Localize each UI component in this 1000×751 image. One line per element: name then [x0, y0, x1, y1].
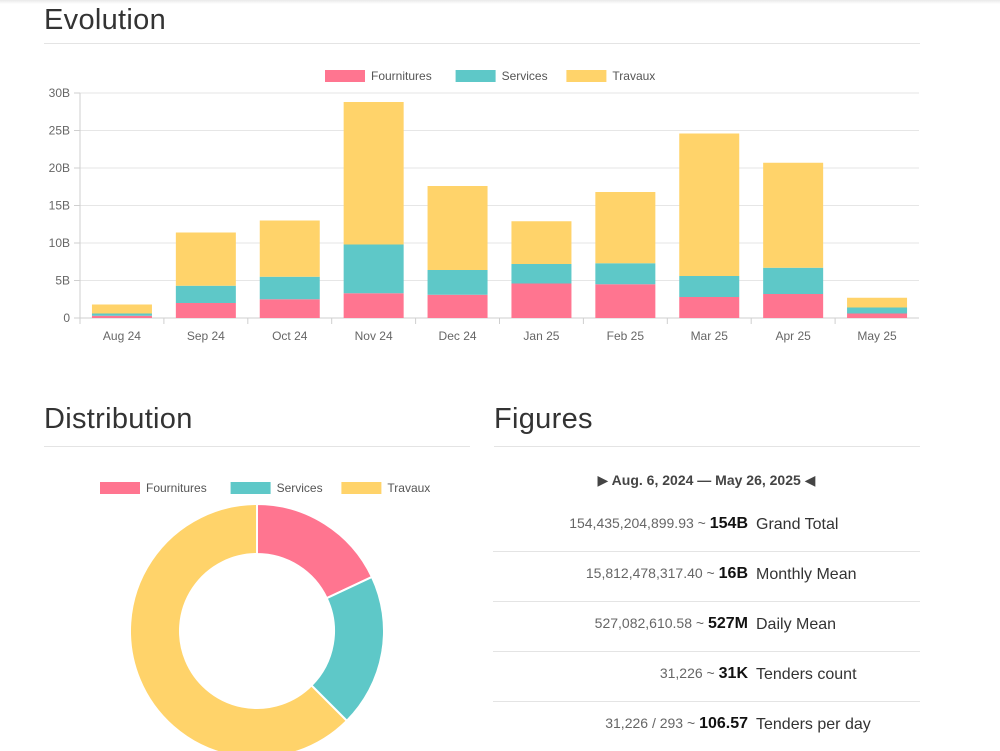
x-tick-label: Dec 24 — [439, 329, 477, 343]
x-tick-label: May 25 — [857, 329, 897, 343]
legend-swatch-travaux — [341, 482, 382, 494]
legend-label-travaux: Travaux — [387, 481, 430, 495]
bar-travaux-aug-24 — [91, 304, 152, 314]
x-tick-label: Apr 25 — [775, 329, 811, 343]
figure-approx-sign: ~ — [702, 565, 719, 581]
figures-title: Figures — [494, 403, 593, 435]
x-tick-label: Nov 24 — [355, 329, 393, 343]
legend-label-services: Services — [502, 69, 548, 83]
bar-fournitures-jan-25 — [511, 283, 572, 318]
evolution-rule — [44, 43, 920, 44]
bar-fournitures-mar-25 — [679, 297, 740, 318]
figure-label: Tenders per day — [756, 716, 871, 733]
figure-label: Tenders count — [756, 666, 857, 683]
bar-travaux-sep-24 — [175, 232, 236, 286]
bar-services-jan-25 — [511, 264, 572, 284]
y-tick-label: 20B — [49, 161, 70, 175]
bar-services-mar-25 — [679, 276, 740, 297]
distribution-title: Distribution — [44, 403, 193, 435]
figure-short-value: 106.57 — [699, 715, 748, 732]
x-tick-label: Sep 24 — [187, 329, 225, 343]
figure-short-value: 154B — [709, 515, 748, 532]
figure-row-daily-mean: 527,082,610.58 ~ 527M Daily Mean — [493, 601, 920, 652]
figure-raw-value: 154,435,204,899.93 — [569, 515, 694, 531]
figure-raw-value: 527,082,610.58 — [594, 615, 692, 631]
y-tick-label: 15B — [49, 199, 70, 213]
y-tick-label: 25B — [49, 124, 70, 138]
bar-travaux-mar-25 — [679, 133, 740, 276]
figure-row-tenders-count: 31,226 ~ 31K Tenders count — [493, 651, 920, 702]
legend-swatch-fournitures — [100, 482, 140, 494]
y-tick-label: 5B — [55, 274, 70, 288]
x-tick-label: Oct 24 — [272, 329, 308, 343]
figures-rule — [494, 446, 920, 447]
bar-fournitures-sep-24 — [175, 303, 236, 318]
figure-row-tenders-per-day: 31,226 / 293 ~ 106.57 Tenders per day — [493, 701, 920, 751]
bar-fournitures-dec-24 — [427, 294, 488, 318]
figures-date-range: ▶ Aug. 6, 2024 — May 26, 2025 ◀ — [597, 472, 816, 488]
bar-fournitures-oct-24 — [259, 299, 320, 318]
bar-fournitures-may-25 — [847, 313, 908, 318]
top-shadow — [0, 0, 1000, 4]
bar-travaux-oct-24 — [259, 220, 320, 277]
bar-services-sep-24 — [175, 285, 236, 303]
figure-label: Grand Total — [756, 516, 839, 533]
figure-approx-sign: ~ — [693, 515, 710, 531]
bar-services-apr-25 — [763, 267, 824, 294]
evolution-bar-chart: Fournitures Services Travaux 0 5B 10B 15B 20B 25… — [49, 69, 919, 343]
legend-label-travaux: Travaux — [612, 69, 655, 83]
figure-short-value: 527M — [707, 615, 748, 632]
legend-label-fournitures: Fournitures — [371, 69, 432, 83]
bar-travaux-nov-24 — [343, 102, 404, 245]
evolution-title: Evolution — [44, 4, 166, 36]
figure-row-grand-total: 154,435,204,899.93 ~ 154B Grand Total — [493, 501, 920, 552]
bar-travaux-feb-25 — [595, 192, 656, 264]
y-tick-label: 10B — [49, 236, 70, 250]
figure-approx-sign: ~ — [683, 715, 700, 731]
bar-services-feb-25 — [595, 263, 656, 285]
legend-swatch-services — [230, 482, 271, 494]
figure-raw-value: 15,812,478,317.40 — [585, 565, 703, 581]
legend-swatch-fournitures — [325, 70, 365, 82]
figure-row-monthly-mean: 15,812,478,317.40 ~ 16B Monthly Mean — [493, 551, 920, 602]
legend-swatch-services — [455, 70, 496, 82]
bar-travaux-may-25 — [847, 297, 908, 308]
bar-fournitures-nov-24 — [343, 293, 404, 318]
x-tick-label: Mar 25 — [691, 329, 729, 343]
x-tick-label: Aug 24 — [103, 329, 141, 343]
bar-fournitures-apr-25 — [763, 294, 824, 318]
bar-fournitures-aug-24 — [91, 315, 152, 318]
figure-label: Monthly Mean — [756, 566, 857, 583]
bar-services-nov-24 — [343, 244, 404, 294]
bar-services-dec-24 — [427, 270, 488, 295]
bar-services-aug-24 — [91, 313, 152, 316]
x-tick-label: Feb 25 — [607, 329, 645, 343]
distribution-rule — [44, 446, 470, 447]
figure-raw-value: 31,226 — [659, 665, 703, 681]
figure-label: Daily Mean — [756, 616, 837, 633]
figure-approx-sign: ~ — [692, 615, 708, 631]
legend-label-services: Services — [277, 481, 323, 495]
legend-swatch-travaux — [566, 70, 607, 82]
figure-short-value: 16B — [718, 565, 748, 582]
donut-slice-travaux — [129, 502, 349, 751]
bar-travaux-dec-24 — [427, 186, 488, 270]
y-tick-label: 30B — [49, 86, 70, 100]
bar-travaux-jan-25 — [511, 221, 572, 264]
bar-services-oct-24 — [259, 276, 320, 300]
x-tick-label: Jan 25 — [523, 329, 559, 343]
figure-raw-value: 31,226 / 293 — [605, 715, 684, 731]
bar-travaux-apr-25 — [763, 162, 824, 268]
y-tick-label: 0 — [63, 311, 70, 325]
figure-approx-sign: ~ — [702, 665, 719, 681]
bar-services-may-25 — [847, 307, 908, 314]
figure-short-value: 31K — [718, 665, 748, 682]
distribution-donut-chart: Fournitures Services Travaux — [100, 481, 430, 751]
bar-fournitures-feb-25 — [595, 284, 656, 318]
legend-label-fournitures: Fournitures — [146, 481, 207, 495]
